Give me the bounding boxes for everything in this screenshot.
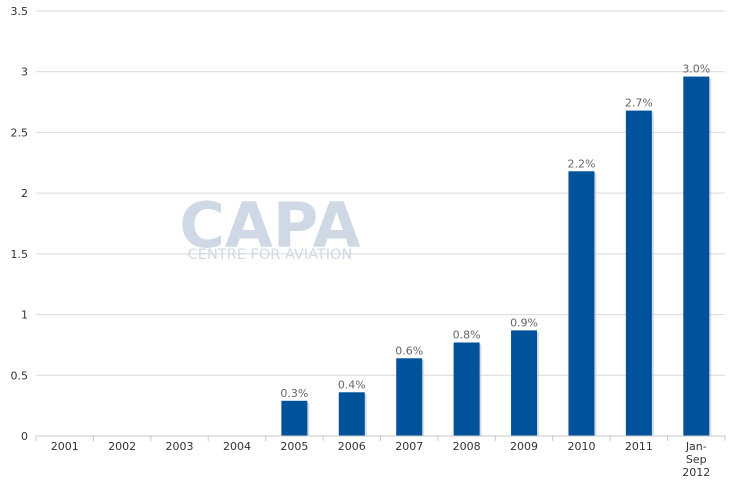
bar (338, 392, 365, 436)
watermark-tagline: CENTRE FOR AVIATION (188, 247, 353, 263)
bar (568, 171, 595, 437)
bar (281, 400, 308, 436)
bar (511, 330, 538, 436)
y-tick-label: 1.5 (11, 248, 29, 261)
bars (281, 76, 712, 437)
y-tick-label: 0 (21, 430, 28, 443)
x-tick-label: 2010 (567, 440, 595, 453)
data-label: 2.2% (567, 157, 595, 170)
x-tick-label: 2002 (108, 440, 136, 453)
x-tick-label: 2008 (453, 440, 481, 453)
y-tick-label: 2 (21, 187, 28, 200)
bar (396, 358, 423, 436)
x-tick-label: 2001 (51, 440, 79, 453)
x-tick-label: 2007 (395, 440, 423, 453)
x-tick-labels: 2001 2002 2003 2004 2005 2006 2007 2008 2009 2010… (51, 440, 711, 479)
watermark-logo: CAPA (179, 189, 360, 262)
x-tick-label: 2009 (510, 440, 538, 453)
x-tick-label: Jan-Sep 2012 (682, 440, 710, 479)
data-label: 0.4% (338, 378, 366, 391)
x-tick-label: 2006 (338, 440, 366, 453)
bar (683, 76, 710, 437)
x-tick-label: 2005 (280, 440, 308, 453)
data-labels: 0.3% 0.4% 0.6% 0.8% 0.9% 2.2% 2.7% 3.0% (280, 63, 710, 400)
data-label: 2.7% (625, 97, 653, 110)
data-label: 3.0% (682, 63, 710, 76)
y-tick-label: 3.5 (11, 5, 29, 18)
y-tick-label: 1 (21, 309, 28, 322)
y-tick-label: 3 (21, 66, 28, 79)
x-tick-label: 2011 (625, 440, 653, 453)
data-label: 0.6% (395, 344, 423, 357)
y-tick-labels: 0 0.5 1 1.5 2 2.5 3 3.5 (11, 5, 29, 443)
bar (625, 110, 652, 437)
bar (453, 342, 480, 436)
data-label: 0.9% (510, 316, 538, 329)
axes (35, 435, 726, 441)
data-label: 0.8% (453, 329, 481, 342)
x-tick-label: 2003 (166, 440, 194, 453)
y-tick-label: 2.5 (11, 126, 29, 139)
x-tick-label: 2004 (223, 440, 251, 453)
data-label: 0.3% (280, 387, 308, 400)
gridlines (36, 10, 725, 376)
capa-watermark: CAPA CENTRE FOR AVIATION (179, 189, 360, 263)
y-tick-label: 0.5 (11, 369, 29, 382)
